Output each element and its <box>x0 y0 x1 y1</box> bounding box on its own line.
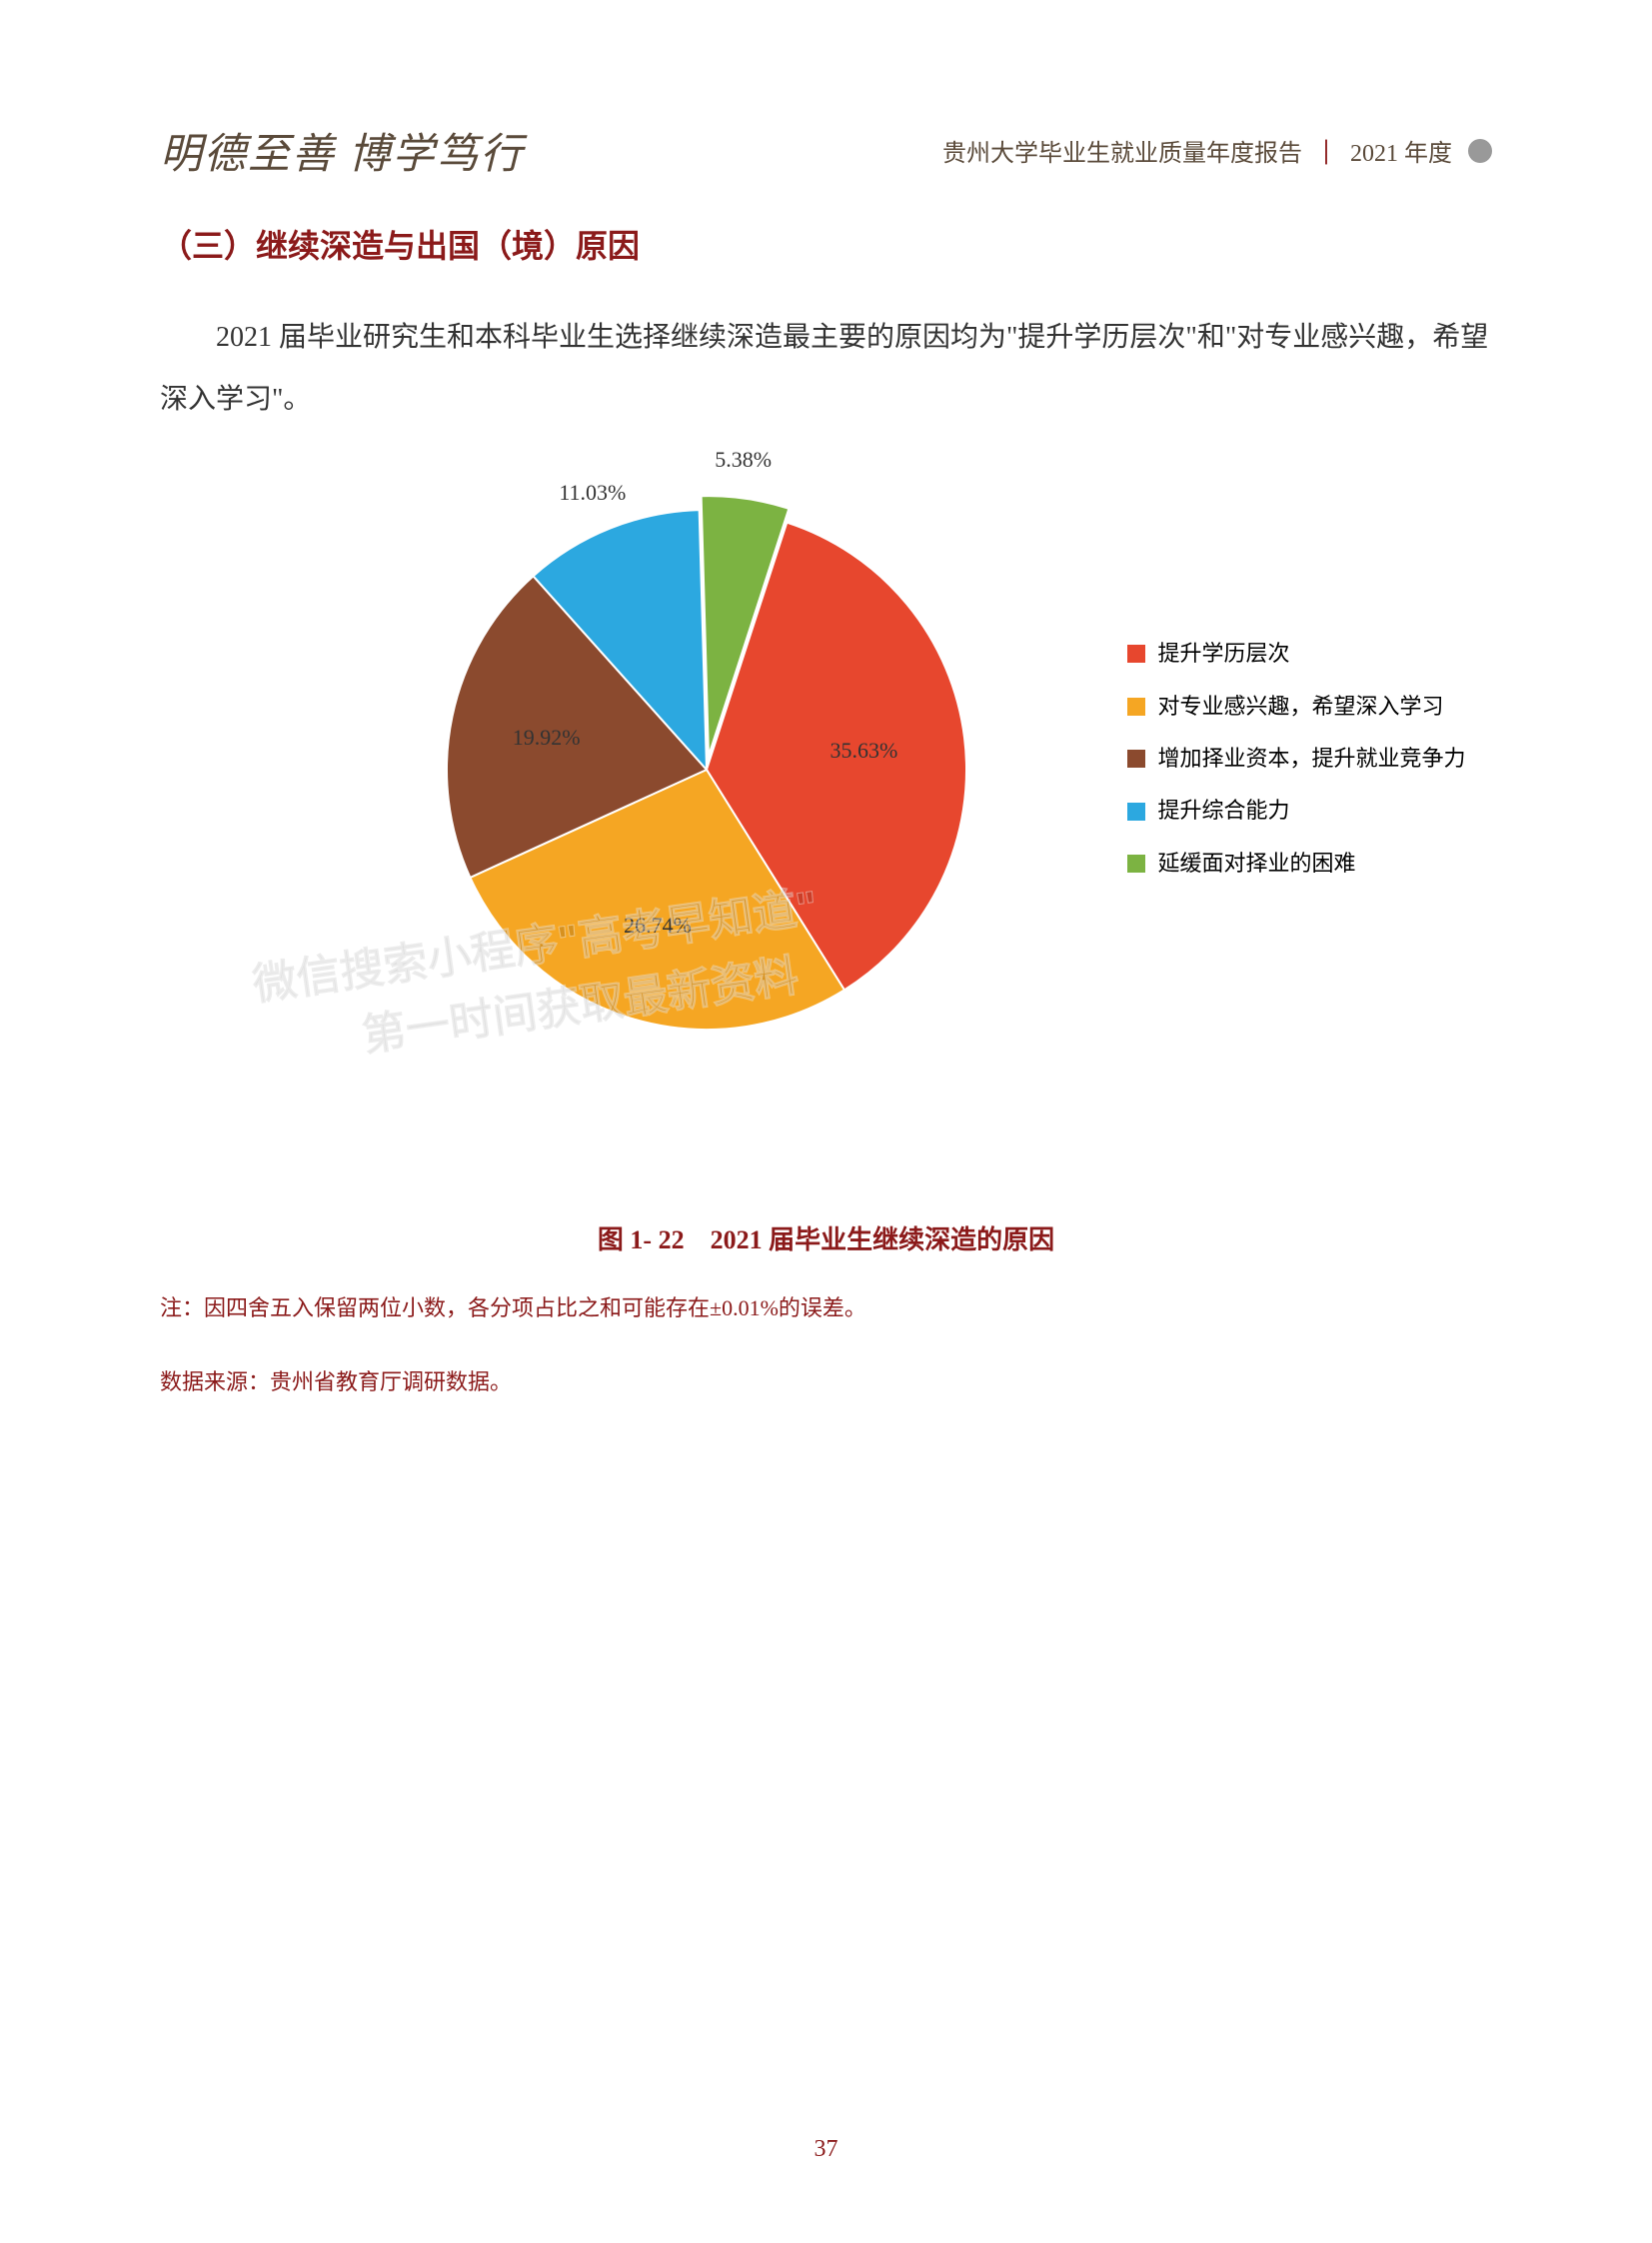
legend-label: 提升综合能力 <box>1157 787 1289 835</box>
pie-percentage-label: 11.03% <box>559 480 626 506</box>
pie-chart-area: 35.63%26.74%19.92%11.03%5.38% 提升学历层次对专业感… <box>227 490 1426 1189</box>
chart-caption: 图 1- 22 2021 届毕业生继续深造的原因 <box>160 1219 1492 1256</box>
legend-item: 延缓面对择业的困难 <box>1127 840 1465 888</box>
page-number: 37 <box>815 2136 838 2163</box>
chart-note: 注：因四舍五入保留两位小数，各分项占比之和可能存在±0.01%的误差。 <box>160 1286 1492 1330</box>
legend-item: 对专业感兴趣，希望深入学习 <box>1127 683 1465 731</box>
section-title: （三）继续深造与出国（境）原因 <box>160 221 1492 267</box>
legend-label: 提升学历层次 <box>1157 630 1289 678</box>
pie-chart-svg <box>427 490 986 1050</box>
legend-label: 对专业感兴趣，希望深入学习 <box>1157 683 1443 731</box>
data-source-note: 数据来源：贵州省教育厅调研数据。 <box>160 1360 1492 1404</box>
legend-swatch <box>1127 645 1145 663</box>
legend-swatch <box>1127 750 1145 768</box>
pie-percentage-label: 19.92% <box>513 725 581 751</box>
pie-percentage-label: 26.74% <box>624 913 692 939</box>
legend-swatch <box>1127 803 1145 821</box>
legend-label: 延缓面对择业的困难 <box>1157 840 1355 888</box>
chart-legend: 提升学历层次对专业感兴趣，希望深入学习增加择业资本，提升就业竞争力提升综合能力延… <box>1127 630 1465 892</box>
legend-swatch <box>1127 855 1145 873</box>
report-title: 贵州大学毕业生就业质量年度报告 <box>942 133 1302 168</box>
header-dot-icon <box>1468 139 1492 163</box>
legend-item: 提升学历层次 <box>1127 630 1465 678</box>
school-motto: 明德至善 博学笃行 <box>160 120 525 181</box>
header-right: 贵州大学毕业生就业质量年度报告 ｜ 2021 年度 <box>942 133 1492 168</box>
report-year: 2021 年度 <box>1350 133 1452 168</box>
legend-label: 增加择业资本，提升就业竞争力 <box>1157 735 1465 783</box>
body-paragraph: 2021 届毕业研究生和本科毕业生选择继续深造最主要的原因均为"提升学历层次"和… <box>160 307 1492 430</box>
legend-item: 增加择业资本，提升就业竞争力 <box>1127 735 1465 783</box>
pie-percentage-label: 5.38% <box>715 447 772 473</box>
legend-swatch <box>1127 698 1145 716</box>
pie-percentage-label: 35.63% <box>829 738 897 764</box>
legend-item: 提升综合能力 <box>1127 787 1465 835</box>
pie-container: 35.63%26.74%19.92%11.03%5.38% <box>427 490 986 1050</box>
page-header: 明德至善 博学笃行 贵州大学毕业生就业质量年度报告 ｜ 2021 年度 <box>160 120 1492 181</box>
header-separator: ｜ <box>1314 133 1338 168</box>
